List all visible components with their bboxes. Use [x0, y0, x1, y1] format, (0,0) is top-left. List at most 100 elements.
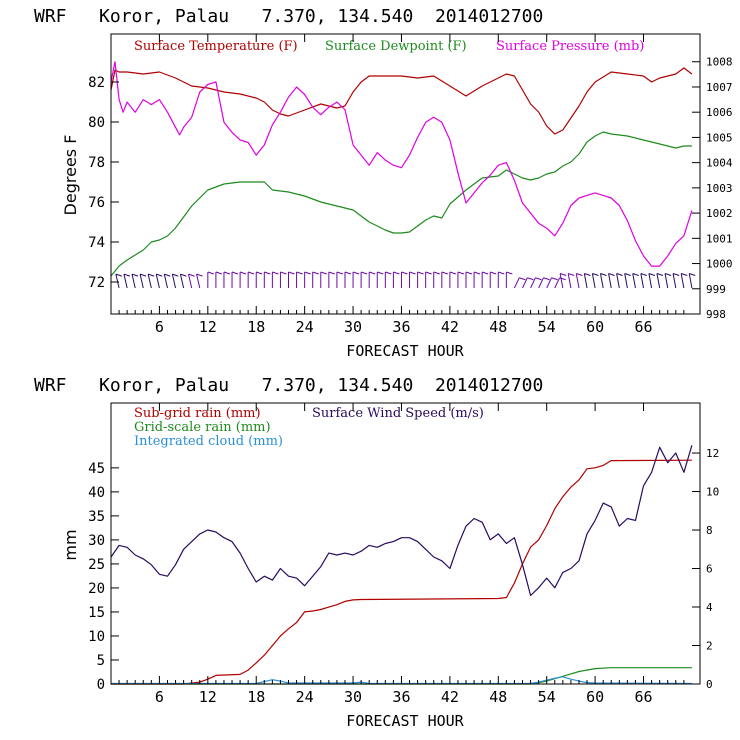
wind-barb-flag: [139, 273, 147, 277]
wind-barb-flag: [689, 273, 696, 276]
bottom-y-tick-label: 15: [88, 605, 105, 621]
wind-barb: [567, 273, 575, 289]
top-x-tick-label: 6: [155, 318, 164, 336]
wind-barb: [239, 271, 247, 288]
legend-subgrid-rain: Sub-grid rain (mm): [134, 406, 261, 421]
wind-barb: [624, 273, 631, 289]
bottom-axes: 6 12 18 24 30 36 42 48 54 60 660510152025303540450…: [88, 403, 719, 706]
bottom-y2-tick-label: 6: [706, 563, 713, 576]
wind-barb: [376, 271, 384, 288]
wind-barb: [575, 273, 583, 289]
wind-barb-staff: [648, 273, 653, 289]
wind-barb-flag: [239, 271, 247, 275]
wind-barb: [664, 273, 672, 289]
wind-barb: [616, 273, 623, 289]
wind-barb-staff: [599, 273, 604, 289]
bottom-plot-frame: [110, 402, 701, 685]
wind-barb-flag: [465, 271, 473, 275]
wind-barb-staff: [608, 273, 612, 289]
wind-barb: [513, 277, 526, 289]
wind-barb-flag: [272, 271, 279, 275]
wind-barb: [632, 273, 639, 289]
wind-barb-flag: [360, 271, 368, 275]
wind-barb-flag: [441, 271, 448, 275]
wind-barb-staff: [583, 273, 588, 289]
wind-barb-flag: [304, 271, 311, 275]
wind-barb-staff: [155, 274, 160, 289]
wind-barb-staff: [656, 273, 661, 289]
top-y-tick-label: 78: [88, 155, 105, 171]
bottom-x-tick-label: 42: [441, 688, 459, 706]
wind-barb-flag: [164, 273, 171, 277]
wind-barb-flag: [123, 273, 131, 277]
bottom-y-tick-label: 20: [88, 581, 105, 597]
legend-integrated-cloud: Integrated cloud (mm): [134, 434, 283, 449]
wind-barb: [123, 273, 131, 289]
wind-barb-flag: [352, 271, 360, 275]
top-y-tick-label: 82: [88, 75, 105, 91]
wind-barb: [336, 271, 344, 288]
wind-barb-flag: [664, 273, 672, 276]
wind-barb: [179, 273, 187, 289]
wind-barb: [392, 271, 400, 288]
wind-barb-flag: [417, 271, 424, 275]
wind-barb-flag: [648, 273, 656, 276]
wind-barb: [559, 273, 567, 289]
bottom-chart-title: WRF Koror, Palau 7.370, 134.540 20140127…: [34, 375, 543, 396]
top-x-tick-label: 66: [634, 318, 652, 336]
wind-barb: [425, 271, 432, 288]
wind-barb: [409, 271, 416, 288]
wind-barb: [465, 271, 473, 288]
bottom-x-tick-label: 24: [296, 688, 314, 706]
bottom-y2-tick-label: 12: [706, 447, 719, 460]
wind-barb: [247, 271, 255, 288]
wind-barb: [672, 273, 680, 289]
top-x-tick-label: 48: [489, 318, 507, 336]
top-y2-tick-label: 1008: [706, 56, 733, 69]
wind-barb-flag: [115, 273, 123, 277]
wind-barb-staff: [538, 277, 544, 289]
wind-barb-flag: [449, 271, 457, 275]
wind-barb-flag: [600, 273, 607, 276]
top-y2-tick-label: 1002: [706, 207, 733, 220]
bottom-y2-tick-label: 8: [706, 524, 713, 537]
wind-barb: [400, 271, 408, 288]
top-y2-tick-label: 1007: [706, 81, 733, 94]
wind-barb: [320, 271, 327, 288]
wind-barb: [271, 271, 279, 288]
wind-barb-staff: [115, 274, 120, 289]
wind-barb-staff: [123, 274, 128, 289]
wind-barb-flag: [473, 271, 481, 275]
wind-barb: [457, 271, 465, 288]
wind-barb-flag: [336, 271, 344, 275]
wind-barb: [147, 273, 155, 289]
wind-barb-flag: [264, 271, 271, 275]
wind-barb: [530, 277, 542, 289]
wind-barb-flag: [131, 273, 139, 277]
wind-barb-staff: [196, 274, 201, 289]
wind-barb-flag: [498, 271, 505, 275]
top-y-tick-label: 72: [88, 275, 105, 291]
wind-barb-flag: [369, 271, 376, 275]
top-y2-tick-label: 1005: [706, 131, 733, 144]
bottom-series-surface-wind-speed-m-s: [110, 445, 693, 597]
bottom-x-tick-label: 60: [586, 688, 604, 706]
wind-barb-staff: [147, 274, 152, 289]
wind-barb: [538, 277, 550, 289]
top-series-surface-dewpoint-f: [110, 131, 692, 277]
bottom-y-tick-label: 5: [97, 653, 105, 669]
bottom-y2-tick-label: 2: [706, 640, 713, 653]
bottom-x-tick-label: 36: [392, 688, 410, 706]
wind-barb-staff: [680, 273, 685, 289]
wind-barb: [288, 271, 295, 288]
wind-barb: [312, 271, 319, 288]
wind-barb-staff: [546, 277, 553, 289]
wind-barb: [505, 271, 513, 288]
wind-barb-staff: [163, 274, 168, 289]
bottom-x-tick-label: 12: [199, 688, 217, 706]
wind-barb: [656, 273, 664, 289]
bottom-x-tick-label: 30: [344, 688, 362, 706]
legend-temperature: Surface Temperature (F): [134, 39, 298, 54]
wind-barb-flag: [231, 271, 239, 275]
wind-barb-flag: [207, 271, 214, 275]
